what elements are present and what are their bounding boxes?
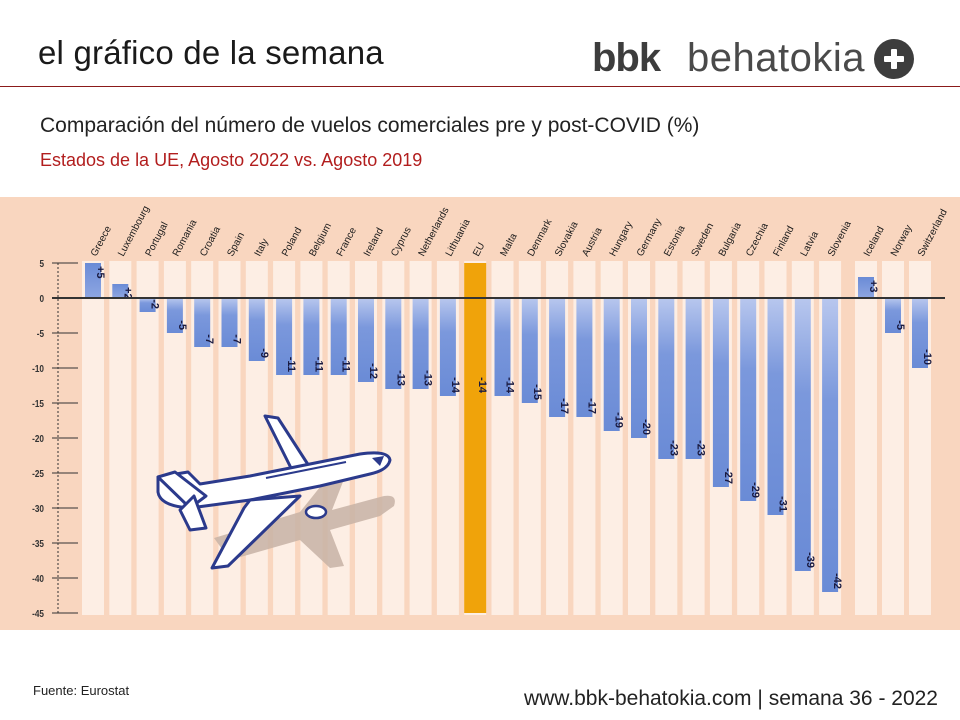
bar-croatia <box>194 298 211 347</box>
footer-week: semana 36 - 2022 <box>768 687 938 710</box>
bar-austria <box>576 298 593 417</box>
airplane-body <box>156 414 392 570</box>
value-label: -12 <box>367 363 379 379</box>
y-tick-label: -25 <box>32 468 44 479</box>
slide-title: el gráfico de la semana <box>38 34 384 71</box>
y-tick-label: -10 <box>32 363 44 374</box>
value-label: -19 <box>613 412 625 428</box>
logo-bbk-text: bbk <box>592 36 661 80</box>
column-stripe <box>136 261 159 615</box>
bar-spain <box>221 298 238 347</box>
y-tick-label: 0 <box>39 293 44 304</box>
value-label: -23 <box>695 440 707 456</box>
bar-poland <box>276 298 293 375</box>
value-label: -14 <box>476 377 488 394</box>
bar-eu <box>464 263 487 613</box>
value-label: -11 <box>340 357 352 372</box>
header-divider <box>0 86 960 87</box>
bar-switzerland <box>912 298 928 368</box>
footer-site[interactable]: www.bbk-behatokia.com <box>523 687 752 710</box>
bar-iceland <box>858 277 874 298</box>
bar-malta <box>494 298 511 396</box>
bar-lithuania <box>439 298 456 396</box>
value-label: -14 <box>449 377 461 394</box>
bar-romania <box>166 298 183 333</box>
bar-sweden <box>685 298 702 459</box>
bar-italy <box>248 298 265 361</box>
value-label: -31 <box>777 496 789 512</box>
value-label: -11 <box>285 357 297 372</box>
column-stripe <box>882 261 904 615</box>
bar-estonia <box>658 298 675 459</box>
value-label: -10 <box>921 349 933 365</box>
value-label: -20 <box>640 419 652 435</box>
column-stripe <box>82 261 104 615</box>
plus-icon <box>874 39 914 79</box>
bar-slovakia <box>549 298 566 417</box>
footer-separator: | <box>757 687 763 710</box>
column-stripe <box>109 261 132 615</box>
y-tick-label: -30 <box>32 503 44 514</box>
y-tick-label: -15 <box>32 398 44 409</box>
bar-chart: 50-5-10-15-20-25-30-35-40-45 +5Greece+2L… <box>0 197 960 630</box>
value-label: -42 <box>831 573 843 589</box>
column-stripe <box>163 261 186 615</box>
bar-ireland <box>358 298 374 382</box>
value-label: -7 <box>231 334 243 344</box>
y-axis: 5 0 -5 -10 -15 -20 -25 -30 -35 -40 -45 <box>32 258 78 619</box>
bar-cyprus <box>385 298 402 389</box>
value-label: -13 <box>422 370 434 386</box>
chart-subsubtitle: Estados de la UE, Agosto 2022 vs. Agosto… <box>40 150 423 170</box>
bar-bulgaria <box>712 298 729 487</box>
bar-greece <box>85 263 101 298</box>
value-label: -15 <box>531 384 543 400</box>
value-label: -13 <box>394 370 406 386</box>
airplane-shadow <box>214 472 395 568</box>
bar-france <box>330 298 347 375</box>
value-label: +5 <box>94 266 106 279</box>
bar-finland <box>767 298 784 515</box>
y-tick-label: -45 <box>32 608 44 619</box>
source-note: Fuente: Eurostat <box>33 683 130 698</box>
bar-norway <box>885 298 901 333</box>
bar-belgium <box>303 298 320 375</box>
footer: www.bbk-behatokia.com | semana 36 - 2022 <box>524 687 938 711</box>
value-label: -17 <box>585 398 597 414</box>
bar-netherlands <box>412 298 429 389</box>
chart-subtitle: Comparación del número de vuelos comerci… <box>40 114 700 137</box>
logo-behatokia-text: behatokia <box>687 36 865 80</box>
value-label: -17 <box>558 398 570 414</box>
value-label: -11 <box>312 357 324 372</box>
value-label: -27 <box>722 468 734 484</box>
value-label: -9 <box>258 348 270 358</box>
bar-germany <box>631 298 647 438</box>
value-label: -29 <box>749 482 761 498</box>
column-stripe <box>855 261 877 615</box>
value-label: -39 <box>804 552 816 568</box>
y-tick-label: -20 <box>32 433 44 444</box>
value-label: -23 <box>667 440 679 456</box>
y-tick-label: 5 <box>39 258 44 269</box>
bar-czechia <box>740 298 757 501</box>
bar-latvia <box>794 298 811 571</box>
bar-hungary <box>603 298 620 431</box>
value-label: -5 <box>176 320 188 330</box>
value-label: -2 <box>149 299 161 309</box>
value-label: -14 <box>504 377 516 394</box>
bar-slovenia <box>822 298 839 592</box>
y-tick-label: -5 <box>37 328 44 339</box>
value-label: -5 <box>894 320 906 330</box>
airplane-illustration <box>156 414 395 570</box>
value-label: +3 <box>867 280 879 293</box>
y-tick-label: -35 <box>32 538 44 549</box>
y-tick-label: -40 <box>32 573 44 584</box>
bar-luxembourg <box>112 284 129 298</box>
bar-denmark <box>521 298 538 403</box>
value-label: -7 <box>203 334 215 344</box>
value-label: +2 <box>121 287 133 300</box>
bar-portugal <box>139 298 156 312</box>
